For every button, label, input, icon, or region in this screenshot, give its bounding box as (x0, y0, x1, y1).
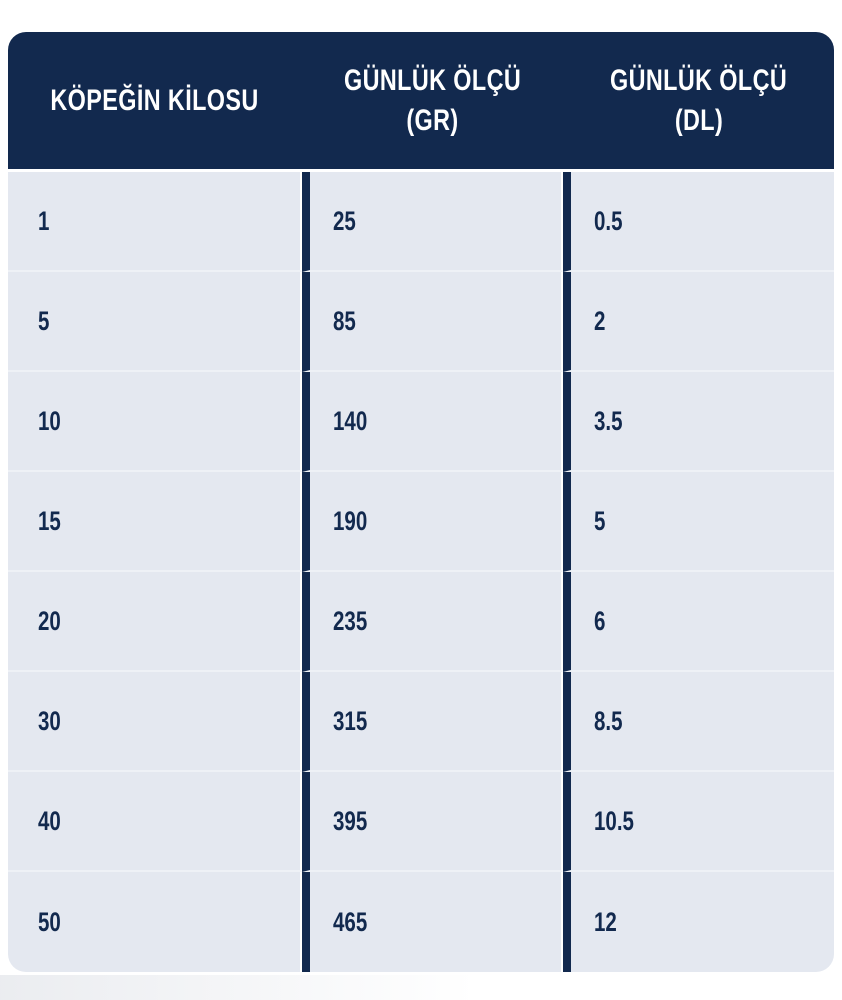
cell-value: 395 (333, 805, 368, 836)
table-cell: 140 (302, 372, 563, 472)
table-cell: 2 (563, 272, 834, 372)
cell-value: 315 (333, 705, 368, 736)
bottom-shadow (0, 975, 560, 1000)
table-cell: 20 (8, 572, 302, 672)
table-cell: 40 (8, 772, 302, 872)
header-daily-measure-dl: GÜNLÜK ÖLÇÜ (DL) (563, 32, 834, 172)
header-daily-measure-gr-line2: (GR) (406, 103, 459, 137)
cell-value: 5 (38, 305, 50, 336)
table-cell: 6 (563, 572, 834, 672)
header-dog-weight-label: KÖPEĞİN KİLOSU (50, 83, 260, 117)
table-cell: 190 (302, 472, 563, 572)
cell-value: 6 (594, 605, 606, 636)
cell-value: 140 (333, 405, 368, 436)
cell-value: 8.5 (594, 705, 623, 736)
table-cell: 395 (302, 772, 563, 872)
table-cell: 12 (563, 872, 834, 972)
header-daily-measure-dl-line2: (DL) (674, 103, 723, 137)
cell-value: 20 (38, 605, 61, 636)
table-cell: 25 (302, 172, 563, 272)
dog-feeding-table: KÖPEĞİN KİLOSU GÜNLÜK ÖLÇÜ (GR) GÜNLÜK Ö… (8, 32, 834, 972)
cell-value: 40 (38, 805, 61, 836)
cell-value: 465 (333, 906, 368, 937)
cell-value: 0.5 (594, 205, 623, 236)
table-cell: 0.5 (563, 172, 834, 272)
table-cell: 10.5 (563, 772, 834, 872)
table-cell: 50 (8, 872, 302, 972)
table-cell: 465 (302, 872, 563, 972)
header-daily-measure-gr: GÜNLÜK ÖLÇÜ (GR) (302, 32, 563, 172)
cell-value: 1 (38, 205, 50, 236)
header-daily-measure-gr-line1: GÜNLÜK ÖLÇÜ (343, 63, 522, 97)
header-daily-measure-dl-line1: GÜNLÜK ÖLÇÜ (609, 63, 788, 97)
table-cell: 3.5 (563, 372, 834, 472)
table-cell: 8.5 (563, 672, 834, 772)
cell-value: 85 (333, 305, 356, 336)
cell-value: 10 (38, 405, 61, 436)
table-cell: 235 (302, 572, 563, 672)
header-dog-weight: KÖPEĞİN KİLOSU (8, 32, 302, 172)
cell-value: 5 (594, 505, 606, 536)
cell-value: 3.5 (594, 405, 623, 436)
table-cell: 5 (8, 272, 302, 372)
cell-value: 190 (333, 505, 368, 536)
table-cell: 5 (563, 472, 834, 572)
cell-value: 10.5 (594, 805, 634, 836)
table-cell: 15 (8, 472, 302, 572)
table-cell: 10 (8, 372, 302, 472)
table-cell: 1 (8, 172, 302, 272)
table-cell: 315 (302, 672, 563, 772)
cell-value: 25 (333, 205, 356, 236)
cell-value: 30 (38, 705, 61, 736)
cell-value: 15 (38, 505, 61, 536)
table-cell: 85 (302, 272, 563, 372)
cell-value: 12 (594, 906, 617, 937)
cell-value: 50 (38, 906, 61, 937)
table-cell: 30 (8, 672, 302, 772)
cell-value: 2 (594, 305, 606, 336)
cell-value: 235 (333, 605, 368, 636)
